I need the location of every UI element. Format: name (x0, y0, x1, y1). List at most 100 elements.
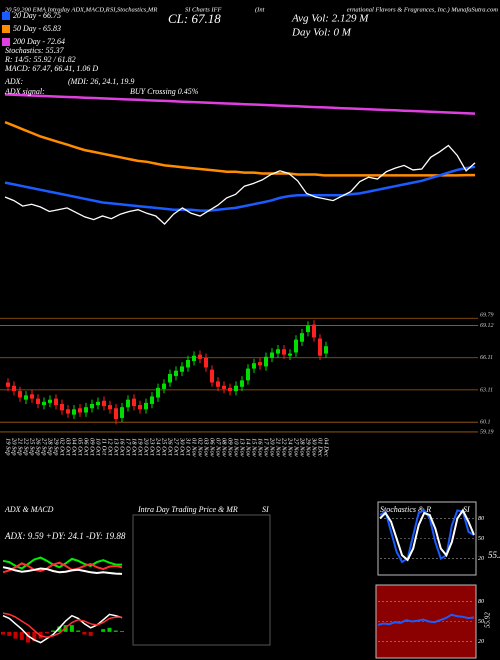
y-tick-label: 50 (478, 536, 484, 542)
candle-body (84, 407, 88, 413)
macd-bar (57, 626, 62, 632)
candle-body (216, 381, 220, 387)
x-tick-label: 21 Nov (275, 438, 282, 457)
x-tick-label: 13 Oct (113, 438, 120, 456)
candle-body (258, 362, 262, 366)
candle-body (324, 346, 328, 354)
macd-line (2, 612, 122, 638)
x-tick-label: 02 Nov (197, 438, 204, 457)
candle-body (132, 398, 136, 407)
x-tick-label: 11 Oct (101, 438, 108, 455)
candle-body (180, 366, 184, 372)
x-tick-label: 05 Oct (77, 438, 84, 456)
candle-body (222, 385, 226, 389)
x-tick-label: 04 Oct (71, 438, 78, 456)
header-text: SI,Stochastics,MR (110, 6, 157, 13)
candle-body (228, 387, 232, 392)
candle-body (18, 391, 22, 398)
x-tick-label: 29 Nov (305, 438, 312, 457)
x-tick-label: 21 Sep (17, 438, 24, 456)
candle-body (12, 385, 16, 392)
x-tick-label: 27 Sep (41, 438, 48, 456)
panel-title: ADX & MACD (4, 505, 54, 514)
intraday-box (132, 514, 271, 646)
x-tick-label: 30 Oct (179, 437, 186, 456)
macd-line (2, 613, 123, 644)
header-text: Stochastics: 55.37 (5, 46, 65, 55)
candle-body (156, 387, 160, 398)
indicator-line (2, 561, 123, 574)
candle-body (24, 395, 28, 400)
panel-title: Intra Day Trading Price & MR (137, 505, 238, 514)
candle-body (270, 352, 274, 358)
macd-bar (13, 631, 18, 639)
panel-title: SI (463, 505, 470, 514)
x-tick-label: 23 Oct (149, 438, 156, 456)
header-text: SI Charts IFF (185, 6, 223, 13)
candle-body (210, 369, 214, 383)
candle-body (96, 401, 100, 406)
candle-body (78, 408, 82, 413)
macd-bar (7, 631, 12, 636)
legend-label: 50 Day - 65.83 (13, 24, 61, 33)
x-tick-label: 19 Sep (5, 438, 12, 456)
legend-swatch (2, 38, 10, 46)
candle-body (54, 398, 58, 406)
x-tick-label: 22 Sep (23, 438, 30, 456)
header-text: Day Vol: 0 M (291, 27, 352, 39)
x-tick-label: 20 Oct (143, 438, 150, 456)
x-tick-label: 16 Oct (119, 438, 126, 456)
candle-body (150, 396, 154, 404)
macd-bar (19, 631, 24, 640)
x-tick-label: 09 Oct (89, 438, 96, 456)
y-tick-label: 66.11 (480, 355, 493, 361)
macd-bar (76, 630, 81, 632)
macd-bar (51, 630, 56, 632)
x-tick-label: 01 Dec (317, 438, 324, 457)
x-tick-label: 25 Oct (161, 438, 168, 456)
x-tick-label: 13 Nov (239, 438, 246, 457)
candle-body (72, 409, 76, 415)
legend-swatch (2, 12, 10, 20)
header-text: ernational Flavors & Fragrances, Inc.) M… (347, 6, 499, 13)
candle-body (276, 349, 280, 354)
candle-body (168, 373, 172, 383)
legend-label: 200 Day - 72.64 (13, 37, 65, 46)
macd-bar (44, 631, 49, 634)
candle-body (240, 380, 244, 387)
ema-line (4, 120, 475, 177)
candle-body (108, 405, 112, 410)
legend-label: 20 Day - 66.75 (13, 11, 61, 20)
x-tick-label: 02 Oct (59, 438, 66, 456)
candle-body (120, 407, 124, 418)
candle-body (306, 325, 310, 333)
x-tick-label: 22 Nov (281, 438, 288, 457)
candle-body (282, 349, 286, 355)
candle-body (102, 400, 106, 407)
candle-body (6, 382, 10, 387)
candle-body (114, 408, 118, 419)
y-tick-label: 20 (478, 639, 484, 645)
x-tick-label: 03 Oct (65, 438, 72, 456)
x-tick-label: 27 Nov (293, 438, 300, 457)
header-text: (Int (255, 6, 265, 13)
x-tick-label: 16 Nov (257, 438, 264, 457)
macd-bar (82, 631, 87, 635)
candle-body (234, 385, 238, 392)
x-tick-label: 06 Oct (83, 438, 90, 456)
header-text: R: 14/5: 55.92 / 61.82 (4, 55, 76, 64)
x-tick-label: 27 Oct (173, 438, 180, 456)
candle-body (30, 394, 34, 399)
macd-bar (69, 625, 74, 632)
x-tick-label: 12 Oct (107, 438, 114, 456)
panel-title: Stochastics & R (380, 505, 431, 514)
y-tick-label: 20 (478, 556, 484, 562)
candle-body (294, 339, 298, 353)
candle-body (138, 405, 142, 410)
header-text: BUY Crossing 0.45% (130, 87, 199, 96)
candle-body (48, 399, 52, 403)
indicator-line (377, 613, 475, 626)
ema-line (4, 165, 476, 212)
candle-body (42, 401, 46, 406)
